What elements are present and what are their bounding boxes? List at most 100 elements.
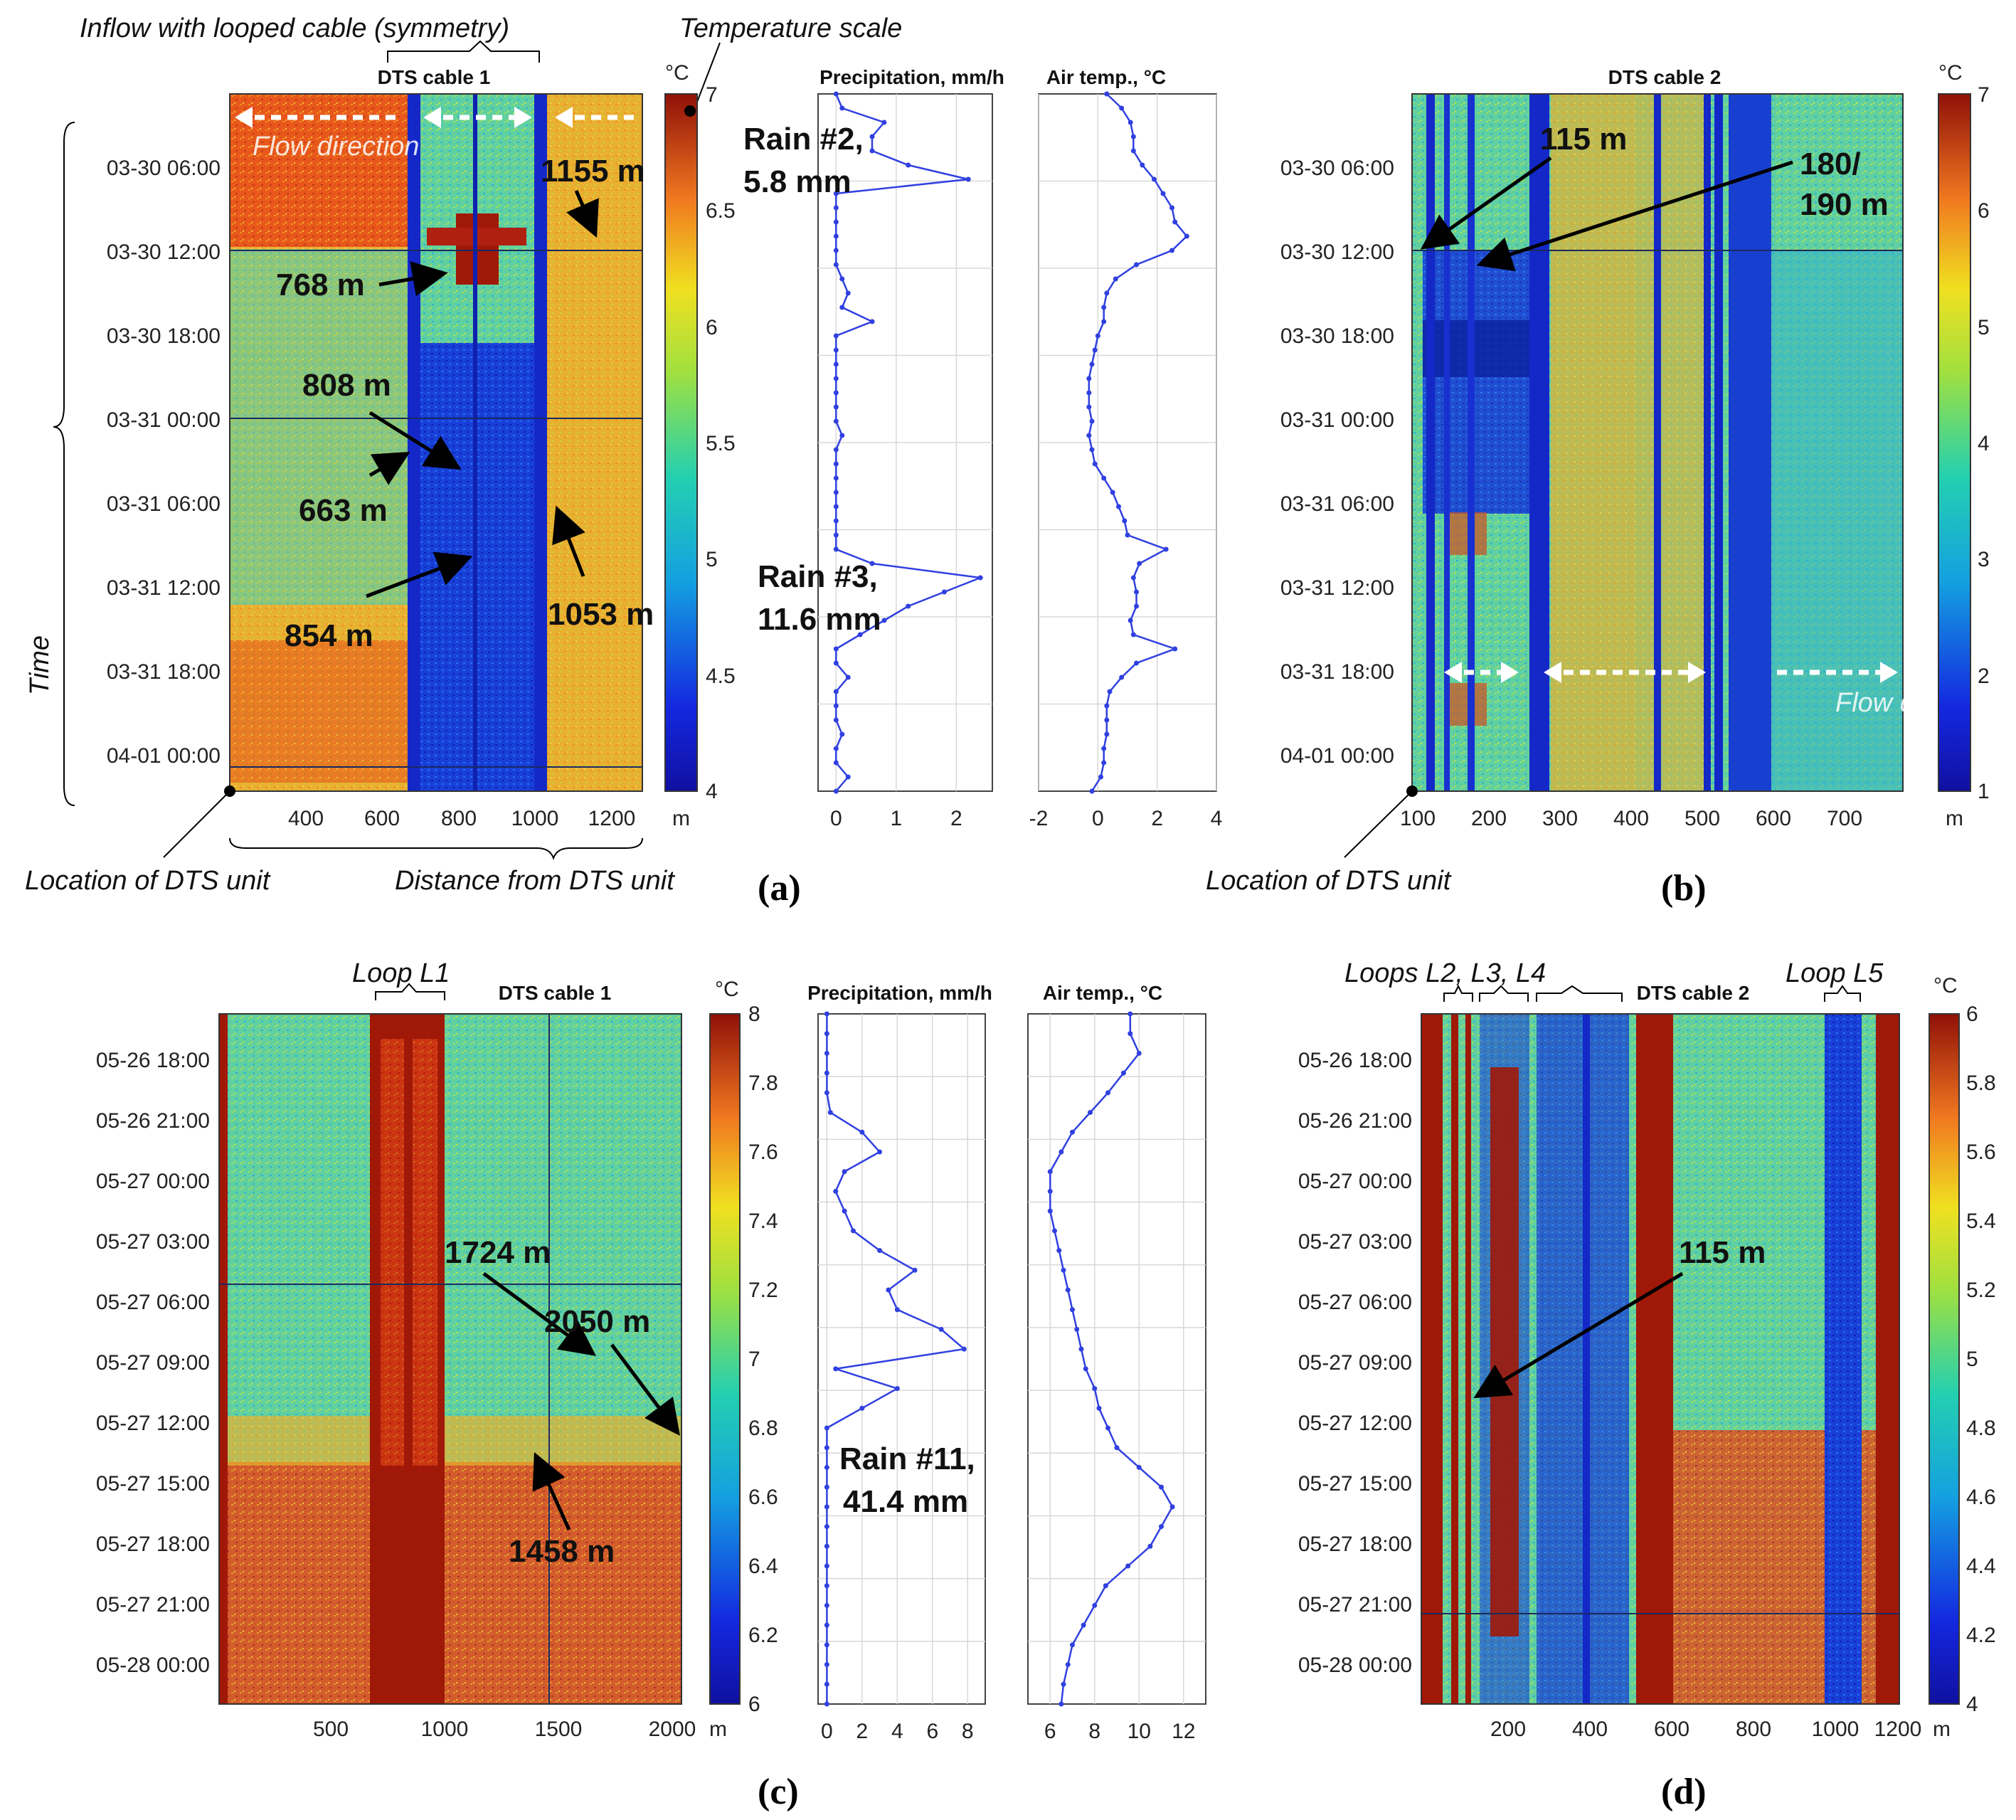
data-point [824, 1070, 829, 1076]
colorbar-tick: 4.4 [1966, 1555, 1996, 1578]
y-tick: 05-27 00:00 [1298, 1170, 1412, 1193]
x-tick: 300 [1542, 807, 1578, 830]
data-point [1101, 760, 1107, 766]
loop-l3-brace [1479, 985, 1529, 1002]
colorbar-c: °C 8 7.8 7.6 7.4 7.2 7 6.8 6.6 6.4 6.2 6 [709, 978, 778, 1716]
data-point [1092, 1602, 1098, 1608]
colorbar-tick: 4 [1966, 1693, 1978, 1716]
data-point [857, 632, 863, 637]
location-label-b: Location of DTS unit [1206, 866, 1452, 896]
data-point [1047, 1208, 1053, 1214]
data-point [824, 1425, 829, 1431]
y-tick: 05-26 21:00 [96, 1109, 210, 1133]
x-tick: 10 [1128, 1720, 1151, 1743]
data-point [1101, 475, 1107, 481]
data-point [833, 219, 839, 225]
data-point [1136, 1464, 1142, 1470]
data-point [824, 1622, 829, 1628]
data-point [824, 1011, 829, 1017]
heatmap-b-yticks: 03-30 06:00 03-30 12:00 03-30 18:00 03-3… [1280, 157, 1394, 768]
x-tick: 1 [890, 807, 902, 830]
data-point [833, 347, 839, 353]
data-point [906, 162, 911, 168]
flow-direction-a: Flow direction [253, 132, 419, 162]
y-tick: 05-27 06:00 [96, 1291, 210, 1314]
annotation-arrows-d: 115 m [1473, 1235, 1766, 1399]
colorbar-tick: 6 [748, 1693, 760, 1716]
data-point [1134, 589, 1139, 595]
label-808m: 808 m [302, 368, 391, 403]
rain2-line2: 5.8 mm [743, 164, 852, 199]
data-point [1114, 1445, 1120, 1451]
series-line [826, 1014, 967, 1704]
data-point [1128, 618, 1133, 623]
data-point [833, 689, 839, 694]
data-point [824, 1583, 829, 1589]
x-tick: -2 [1029, 807, 1049, 830]
data-point [833, 262, 839, 268]
data-point [833, 1188, 839, 1194]
dts-unit-leader-b [1344, 790, 1413, 858]
data-point [833, 404, 839, 410]
y-tick: 03-30 18:00 [1280, 324, 1394, 348]
label-854m: 854 m [285, 618, 373, 653]
data-point [824, 1681, 829, 1687]
y-tick: 05-27 12:00 [96, 1412, 210, 1435]
rain2-line1: Rain #2, [743, 122, 864, 157]
data-point [1125, 1563, 1131, 1569]
data-point [886, 1287, 891, 1293]
data-point [1105, 1090, 1110, 1096]
x-tick: 6 [1044, 1720, 1056, 1743]
y-tick: 05-27 06:00 [1298, 1291, 1412, 1314]
loop-l1-brace [375, 983, 445, 1000]
colorbar-bottom-unit: m [672, 807, 690, 830]
data-point [824, 1662, 829, 1668]
data-point [1101, 305, 1107, 310]
data-point [1095, 333, 1100, 339]
heatmap-a [229, 93, 643, 792]
colorbar-d: °C 6 5.8 5.6 5.4 5.2 5 4.8 4.6 4.4 4.2 4 [1929, 974, 1996, 1716]
data-point [824, 1090, 829, 1096]
label-663m: 663 m [299, 493, 388, 528]
x-unit-d: m [1933, 1718, 1951, 1741]
colorbar-tick: 8 [748, 1002, 760, 1026]
colorbar-tick: 6.8 [748, 1417, 778, 1440]
loops-l2-l4-label: Loops L2, L3, L4 [1344, 958, 1546, 988]
data-point [1065, 1662, 1071, 1668]
x-tick: 600 [364, 807, 400, 830]
x-tick: 4 [1211, 807, 1223, 830]
y-tick: 03-31 18:00 [107, 660, 221, 684]
data-point [1140, 162, 1145, 168]
heatmap-title-c: DTS cable 1 [499, 982, 612, 1004]
x-tick: 500 [1685, 807, 1720, 830]
data-point [839, 305, 845, 310]
colorbar-tick: 7 [706, 83, 718, 107]
label-768m: 768 m [276, 268, 365, 302]
data-point [1152, 176, 1157, 182]
data-point [859, 1405, 865, 1411]
label-1155m: 1155 m [541, 154, 645, 189]
data-point [1107, 689, 1113, 694]
heatmap-c-xticks: 500 1000 1500 2000 m [313, 1718, 727, 1741]
data-point [1159, 1484, 1164, 1490]
data-point [833, 91, 839, 97]
annotation-arrows-b: 115 m 180/ 190 m [1420, 122, 1889, 272]
x-tick: 200 [1471, 807, 1507, 830]
data-point [1130, 632, 1136, 637]
colorbar-tick: 5 [1978, 316, 1990, 339]
data-point [833, 703, 839, 709]
colorbar-unit: °C [715, 978, 739, 1001]
colorbar-tick: 7.6 [748, 1141, 778, 1164]
x-tick: 8 [962, 1720, 974, 1743]
colorbar-tick: 4.6 [1966, 1486, 1996, 1509]
data-point [1119, 105, 1125, 111]
y-tick: 03-30 12:00 [107, 240, 221, 264]
data-point [1110, 490, 1115, 495]
data-point [1092, 1386, 1098, 1392]
x-tick: 2 [856, 1720, 868, 1743]
x-tick: 400 [1613, 807, 1649, 830]
distance-brace [229, 837, 643, 860]
data-point [824, 1543, 829, 1549]
distance-label: Distance from DTS unit [395, 866, 675, 896]
